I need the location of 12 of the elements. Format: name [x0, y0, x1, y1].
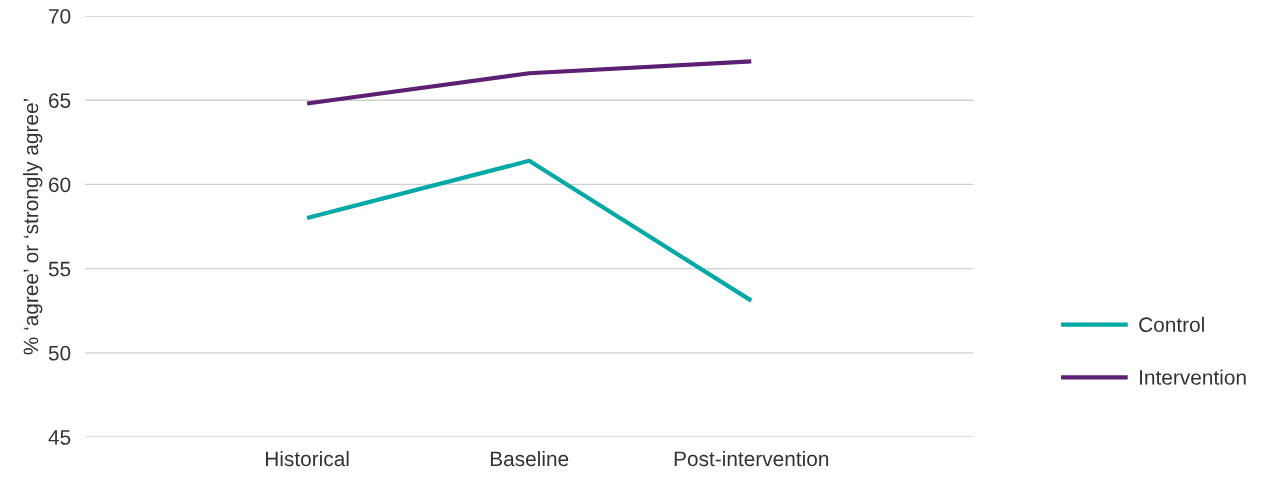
y-axis-title: % ‘agree’ or ‘strongly agree’ — [22, 99, 43, 355]
x-tick-label: Post-intervention — [674, 450, 829, 467]
x-tick-label: Historical — [265, 450, 349, 467]
x-tick-label: Baseline — [490, 450, 569, 467]
legend-label: Intervention — [1140, 369, 1246, 385]
y-tick-label: 65 — [49, 93, 71, 108]
y-tick-label: 45 — [48, 430, 71, 445]
y-tick-label: 55 — [48, 261, 71, 277]
y-tick-label: 50 — [48, 345, 71, 361]
legend-label: Control — [1139, 316, 1204, 333]
y-tick-label: 60 — [49, 177, 71, 193]
y-tick-label: 70 — [49, 8, 71, 24]
